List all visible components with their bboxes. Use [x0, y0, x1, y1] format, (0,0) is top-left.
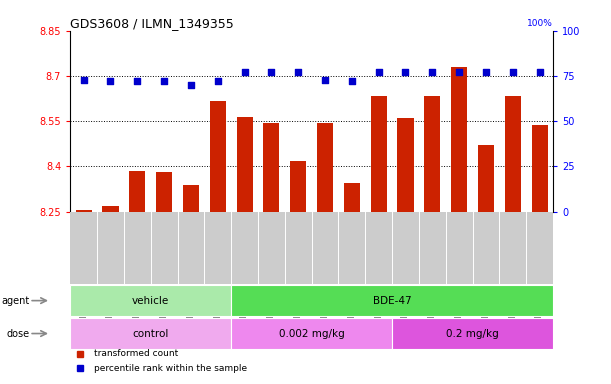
Bar [397, 118, 414, 212]
Point [240, 69, 249, 75]
Point [454, 69, 464, 75]
Text: dose: dose [6, 329, 29, 339]
Text: 0.2 mg/kg: 0.2 mg/kg [446, 329, 499, 339]
Text: 100%: 100% [527, 19, 553, 28]
Text: transformed count: transformed count [95, 349, 178, 358]
Text: GDS3608 / ILMN_1349355: GDS3608 / ILMN_1349355 [70, 17, 234, 30]
Bar [103, 206, 119, 212]
Bar [451, 67, 467, 212]
Text: agent: agent [1, 296, 29, 306]
Point [481, 69, 491, 75]
Bar [156, 172, 172, 212]
Bar [290, 161, 306, 212]
Point [213, 78, 222, 84]
Point [186, 82, 196, 88]
Point [266, 69, 276, 75]
Bar [183, 185, 199, 212]
Bar [263, 123, 279, 212]
Point [535, 69, 544, 75]
Bar [532, 125, 547, 212]
Bar [231, 285, 553, 316]
Bar [70, 285, 231, 316]
Text: BDE-47: BDE-47 [373, 296, 411, 306]
Point [401, 69, 411, 75]
Bar [76, 210, 92, 212]
Point [374, 69, 384, 75]
Bar [392, 318, 553, 349]
Bar [505, 96, 521, 212]
Bar [371, 96, 387, 212]
Text: vehicle: vehicle [132, 296, 169, 306]
Bar [210, 101, 226, 212]
Bar [478, 146, 494, 212]
Bar [231, 318, 392, 349]
Point [428, 69, 437, 75]
Bar [130, 171, 145, 212]
Bar [344, 183, 360, 212]
Bar [317, 123, 333, 212]
Point [159, 78, 169, 84]
Point [106, 78, 115, 84]
Point [347, 78, 357, 84]
Point [320, 76, 330, 83]
Bar [424, 96, 441, 212]
Text: percentile rank within the sample: percentile rank within the sample [95, 364, 247, 373]
Bar [236, 117, 252, 212]
Point [79, 76, 89, 83]
Text: 0.002 mg/kg: 0.002 mg/kg [279, 329, 345, 339]
Point [293, 69, 303, 75]
Bar [70, 318, 231, 349]
Point [508, 69, 518, 75]
Point [133, 78, 142, 84]
Text: control: control [133, 329, 169, 339]
